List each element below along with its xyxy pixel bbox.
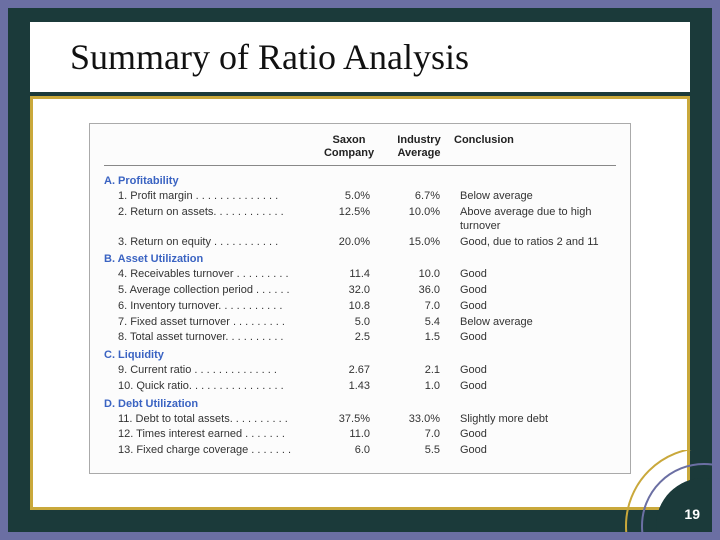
row-conclusion: Good [454, 268, 616, 282]
page-corner-decoration: 19 [592, 450, 712, 532]
row-conclusion: Good [454, 428, 616, 442]
row-saxon-value: 5.0 [314, 316, 384, 330]
table-row: 7. Fixed asset turnover . . . . . . . . … [104, 315, 616, 331]
table-row: 2. Return on assets. . . . . . . . . . .… [104, 205, 616, 235]
row-industry-value: 33.0% [384, 413, 454, 427]
row-saxon-value: 11.4 [314, 268, 384, 282]
page-number: 19 [684, 506, 700, 522]
table-row: 1. Profit margin . . . . . . . . . . . .… [104, 189, 616, 205]
row-industry-value: 2.1 [384, 364, 454, 378]
row-conclusion: Good [454, 284, 616, 298]
ratio-table: Saxon Company Industry Average Conclusio… [89, 123, 631, 474]
row-label: 5. Average collection period . . . . . . [104, 284, 314, 298]
row-conclusion: Above average due to high turnover [454, 206, 616, 234]
row-saxon-value: 5.0% [314, 190, 384, 204]
header-saxon-l1: Saxon [332, 134, 365, 146]
row-conclusion: Below average [454, 190, 616, 204]
row-industry-value: 10.0% [384, 206, 454, 234]
row-label: 1. Profit margin . . . . . . . . . . . .… [104, 190, 314, 204]
table-row: 11. Debt to total assets. . . . . . . . … [104, 412, 616, 428]
title-bar: Summary of Ratio Analysis [30, 22, 690, 92]
row-conclusion: Good [454, 380, 616, 394]
row-saxon-value: 2.67 [314, 364, 384, 378]
row-saxon-value: 12.5% [314, 206, 384, 234]
row-conclusion: Good [454, 331, 616, 345]
row-label: 13. Fixed charge coverage . . . . . . . [104, 444, 314, 458]
row-label: 9. Current ratio . . . . . . . . . . . .… [104, 364, 314, 378]
content-frame: Saxon Company Industry Average Conclusio… [30, 96, 690, 510]
row-saxon-value: 10.8 [314, 300, 384, 314]
section-label: B. Asset Utilization [104, 250, 616, 267]
row-conclusion: Below average [454, 316, 616, 330]
row-industry-value: 6.7% [384, 190, 454, 204]
row-industry-value: 15.0% [384, 236, 454, 250]
section-label: D. Debt Utilization [104, 395, 616, 412]
row-industry-value: 7.0 [384, 300, 454, 314]
table-row: 4. Receivables turnover . . . . . . . . … [104, 267, 616, 283]
row-saxon-value: 2.5 [314, 331, 384, 345]
header-saxon: Saxon Company [314, 134, 384, 159]
row-industry-value: 1.5 [384, 331, 454, 345]
row-label: 10. Quick ratio. . . . . . . . . . . . .… [104, 380, 314, 394]
header-conclusion: Conclusion [454, 134, 616, 159]
row-industry-value: 36.0 [384, 284, 454, 298]
section-label: A. Profitability [104, 172, 616, 189]
row-conclusion: Slightly more debt [454, 413, 616, 427]
table-row: 6. Inventory turnover. . . . . . . . . .… [104, 299, 616, 315]
header-saxon-l2: Company [324, 147, 374, 159]
row-label: 2. Return on assets. . . . . . . . . . .… [104, 206, 314, 234]
row-label: 6. Inventory turnover. . . . . . . . . .… [104, 300, 314, 314]
row-saxon-value: 20.0% [314, 236, 384, 250]
row-saxon-value: 6.0 [314, 444, 384, 458]
row-saxon-value: 37.5% [314, 413, 384, 427]
table-row: 12. Times interest earned . . . . . . .1… [104, 427, 616, 443]
table-header-row: Saxon Company Industry Average Conclusio… [104, 134, 616, 166]
row-label: 7. Fixed asset turnover . . . . . . . . … [104, 316, 314, 330]
row-conclusion: Good, due to ratios 2 and 11 [454, 236, 616, 250]
row-industry-value: 10.0 [384, 268, 454, 282]
row-label: 12. Times interest earned . . . . . . . [104, 428, 314, 442]
header-industry-l2: Average [397, 147, 440, 159]
row-label: 4. Receivables turnover . . . . . . . . … [104, 268, 314, 282]
slide-frame: Summary of Ratio Analysis Saxon Company … [8, 8, 712, 532]
table-row: 8. Total asset turnover. . . . . . . . .… [104, 330, 616, 346]
row-saxon-value: 1.43 [314, 380, 384, 394]
row-label: 3. Return on equity . . . . . . . . . . … [104, 236, 314, 250]
section-label: C. Liquidity [104, 346, 616, 363]
row-conclusion: Good [454, 364, 616, 378]
table-row: 3. Return on equity . . . . . . . . . . … [104, 235, 616, 251]
header-blank [104, 134, 314, 159]
row-industry-value: 7.0 [384, 428, 454, 442]
table-row: 13. Fixed charge coverage . . . . . . .6… [104, 443, 616, 459]
row-industry-value: 1.0 [384, 380, 454, 394]
table-row: 9. Current ratio . . . . . . . . . . . .… [104, 363, 616, 379]
header-industry-l1: Industry [397, 134, 440, 146]
slide-title: Summary of Ratio Analysis [70, 36, 469, 78]
header-industry: Industry Average [384, 134, 454, 159]
row-label: 11. Debt to total assets. . . . . . . . … [104, 413, 314, 427]
table-body: A. Profitability1. Profit margin . . . .… [104, 172, 616, 459]
table-row: 5. Average collection period . . . . . .… [104, 283, 616, 299]
row-conclusion: Good [454, 300, 616, 314]
row-label: 8. Total asset turnover. . . . . . . . .… [104, 331, 314, 345]
row-saxon-value: 32.0 [314, 284, 384, 298]
row-saxon-value: 11.0 [314, 428, 384, 442]
table-row: 10. Quick ratio. . . . . . . . . . . . .… [104, 379, 616, 395]
row-industry-value: 5.5 [384, 444, 454, 458]
row-industry-value: 5.4 [384, 316, 454, 330]
